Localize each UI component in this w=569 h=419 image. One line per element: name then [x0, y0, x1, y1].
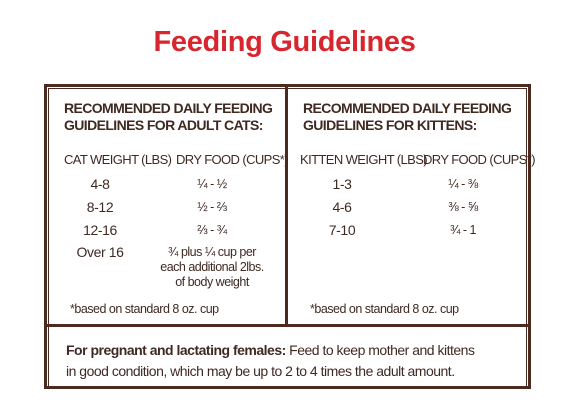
note-bold: For pregnant and lactating females: [66, 342, 286, 358]
note-text: Feed to keep mother and kittens in good … [66, 342, 475, 379]
food-cell: ⅔ - ¾ [197, 223, 227, 237]
food-cell: ¼ - ½ [197, 177, 227, 191]
food-cell: ¼ - ⅜ [448, 177, 478, 191]
note: For pregnant and lactating females: Feed… [66, 340, 486, 382]
weight-cell: 8-12 [86, 199, 114, 215]
weight-cell: 12-16 [83, 222, 117, 238]
column-header: DRY FOOD (CUPS*) [423, 152, 536, 167]
divider [285, 84, 288, 326]
title: Feeding Guidelines [153, 26, 416, 58]
weight-cell: 4-8 [90, 176, 110, 192]
column-header: DRY FOOD (CUPS*) [176, 152, 289, 167]
column-header: CAT WEIGHT (LBS) [64, 152, 172, 167]
food-cell: ¾ plus ¼ cup per each additional 2lbs. o… [160, 245, 264, 289]
food-cell: ⅜ - ⅝ [448, 200, 478, 214]
weight-cell: 7-10 [328, 222, 356, 238]
panel-heading: GUIDELINES FOR KITTENS: [303, 117, 477, 133]
panel-heading: GUIDELINES FOR ADULT CATS: [64, 117, 263, 133]
weight-cell: Over 16 [76, 244, 124, 260]
food-cell: ¾ - 1 [450, 223, 477, 237]
weight-cell: 1-3 [332, 176, 352, 192]
panel-heading: RECOMMENDED DAILY FEEDING [303, 100, 512, 116]
column-header: KITTEN WEIGHT (LBS) [300, 152, 428, 167]
food-cell: ½ - ⅔ [197, 200, 227, 214]
footnote: *based on standard 8 oz. cup [70, 302, 219, 316]
footnote: *based on standard 8 oz. cup [310, 302, 459, 316]
panel-heading: RECOMMENDED DAILY FEEDING [64, 100, 273, 116]
divider [44, 324, 531, 327]
weight-cell: 4-6 [332, 199, 352, 215]
